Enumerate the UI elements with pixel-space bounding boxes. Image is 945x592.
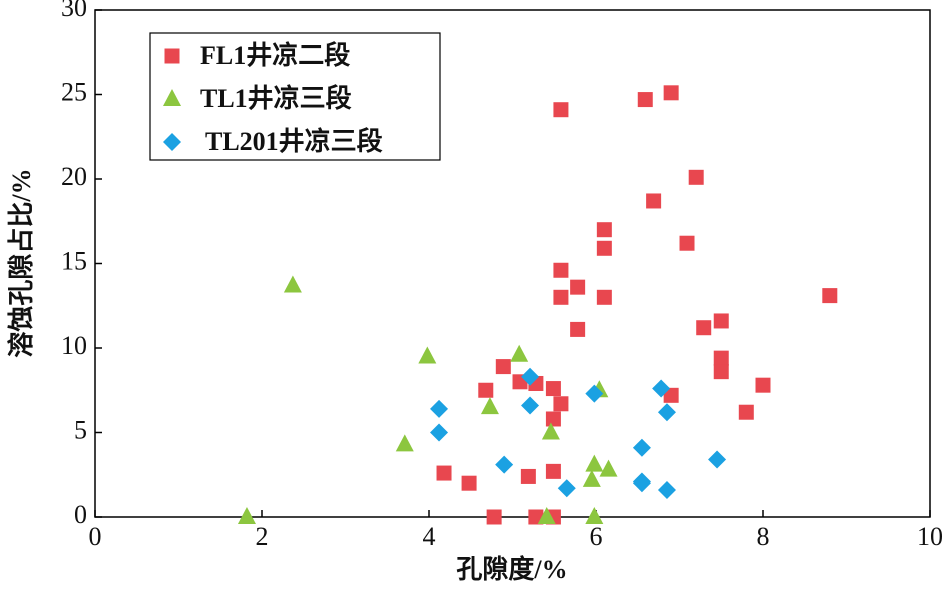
- point: [657, 480, 676, 499]
- x-tick-label: 8: [757, 522, 770, 551]
- point: [545, 411, 561, 427]
- legend-box: [149, 32, 441, 161]
- legend-marker: [164, 48, 180, 64]
- x-axis-label: 孔隙度/%: [456, 554, 567, 584]
- point: [478, 382, 494, 398]
- point: [430, 423, 449, 442]
- legend-label: FL1井凉二段: [200, 40, 350, 70]
- point: [755, 377, 771, 393]
- point: [599, 459, 618, 477]
- y-tick-label: 30: [61, 0, 87, 22]
- point: [486, 509, 502, 525]
- x-tick-label: 6: [590, 522, 603, 551]
- point: [596, 240, 612, 256]
- point: [663, 85, 679, 101]
- point: [688, 169, 704, 185]
- point: [713, 313, 729, 329]
- point: [436, 465, 452, 481]
- point: [652, 379, 671, 398]
- point: [461, 475, 477, 491]
- point: [596, 289, 612, 305]
- point: [582, 469, 601, 487]
- point: [495, 359, 511, 375]
- point: [430, 399, 449, 418]
- point: [679, 235, 695, 251]
- point: [520, 468, 536, 484]
- point: [557, 479, 576, 498]
- y-tick-label: 15: [61, 246, 87, 275]
- point: [495, 455, 514, 474]
- point: [553, 289, 569, 305]
- point: [553, 262, 569, 278]
- point: [521, 396, 540, 415]
- point: [395, 434, 414, 452]
- y-axis-label: 溶蚀孔隙占比/%: [6, 168, 36, 357]
- point: [632, 438, 651, 457]
- point: [545, 463, 561, 479]
- point: [713, 364, 729, 380]
- legend-label: TL201井凉三段: [205, 126, 383, 156]
- y-tick-label: 20: [61, 162, 87, 191]
- point: [696, 320, 712, 336]
- point: [596, 222, 612, 238]
- point: [237, 507, 256, 524]
- point: [541, 422, 560, 440]
- point: [480, 397, 499, 415]
- legend-marker: [163, 133, 181, 151]
- y-tick-label: 25: [61, 77, 87, 106]
- point: [708, 450, 727, 469]
- point: [283, 275, 302, 293]
- point: [510, 344, 529, 362]
- x-tick-label: 4: [423, 522, 436, 551]
- point: [738, 404, 754, 420]
- x-tick-label: 10: [917, 522, 943, 551]
- point: [585, 507, 604, 524]
- y-tick-label: 10: [61, 331, 87, 360]
- legend-label: TL1井凉三段: [200, 83, 352, 113]
- point: [585, 384, 604, 403]
- point: [537, 507, 556, 524]
- point: [418, 346, 437, 364]
- point: [570, 321, 586, 337]
- x-tick-label: 2: [256, 522, 269, 551]
- x-tick-label: 0: [89, 522, 102, 551]
- point: [822, 288, 838, 304]
- point: [663, 387, 679, 403]
- point: [637, 92, 653, 108]
- point: [657, 403, 676, 422]
- point: [585, 454, 604, 472]
- point: [545, 381, 561, 397]
- point: [632, 474, 651, 493]
- point: [646, 193, 662, 209]
- point: [553, 396, 569, 412]
- point: [713, 350, 729, 366]
- point: [553, 102, 569, 118]
- legend-marker: [163, 89, 181, 106]
- y-tick-label: 0: [74, 500, 87, 529]
- y-tick-label: 5: [74, 415, 87, 444]
- point: [521, 367, 540, 386]
- point: [570, 279, 586, 295]
